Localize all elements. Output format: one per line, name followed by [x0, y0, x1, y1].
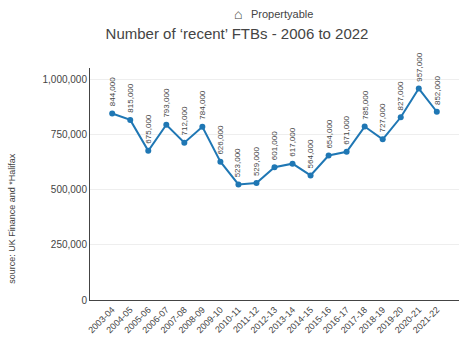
svg-text:source: UK Finance and *Halifa: source: UK Finance and *Halifax — [7, 153, 17, 284]
svg-text:750,000: 750,000 — [51, 129, 88, 140]
svg-text:852,000: 852,000 — [433, 76, 442, 105]
svg-text:957,000: 957,000 — [415, 52, 424, 81]
svg-text:2012-13: 2012-13 — [249, 305, 279, 335]
svg-text:2009-10: 2009-10 — [195, 305, 225, 335]
svg-text:500,000: 500,000 — [51, 184, 88, 195]
svg-text:793,000: 793,000 — [162, 88, 171, 117]
svg-text:2017-18: 2017-18 — [339, 305, 369, 335]
svg-text:Number of ‘recent’ FTBs - 2006: Number of ‘recent’ FTBs - 2006 to 2022 — [106, 25, 369, 42]
svg-text:2014-15: 2014-15 — [285, 305, 315, 335]
svg-text:712,000: 712,000 — [180, 106, 189, 135]
svg-text:844,000: 844,000 — [108, 77, 117, 106]
svg-text:654,000: 654,000 — [325, 119, 334, 148]
svg-text:2005-06: 2005-06 — [122, 305, 152, 335]
svg-text:815,000: 815,000 — [126, 83, 135, 112]
svg-text:784,000: 784,000 — [198, 90, 207, 119]
svg-text:2007-08: 2007-08 — [158, 305, 188, 335]
svg-text:2010-11: 2010-11 — [213, 305, 243, 335]
svg-text:250,000: 250,000 — [51, 239, 88, 250]
svg-text:675,000: 675,000 — [144, 114, 153, 143]
svg-text:2013-14: 2013-14 — [267, 305, 297, 335]
svg-text:617,000: 617,000 — [288, 127, 297, 156]
svg-text:2019-20: 2019-20 — [375, 305, 405, 335]
svg-text:2004-05: 2004-05 — [104, 305, 134, 335]
svg-text:2015-16: 2015-16 — [303, 305, 333, 335]
svg-text:601,000: 601,000 — [270, 131, 279, 160]
svg-text:529,000: 529,000 — [252, 147, 261, 176]
svg-text:0: 0 — [81, 295, 87, 306]
svg-text:2016-17: 2016-17 — [321, 305, 351, 335]
svg-text:2003-04: 2003-04 — [86, 305, 116, 335]
svg-text:⌂: ⌂ — [234, 6, 242, 22]
svg-text:2018-19: 2018-19 — [357, 305, 387, 335]
svg-text:2006-07: 2006-07 — [140, 305, 170, 335]
svg-text:2008-09: 2008-09 — [177, 305, 207, 335]
svg-text:2021-22: 2021-22 — [411, 305, 441, 335]
svg-text:564,000: 564,000 — [306, 139, 315, 168]
svg-text:827,000: 827,000 — [396, 81, 405, 110]
svg-text:785,000: 785,000 — [361, 90, 370, 119]
svg-text:671,000: 671,000 — [342, 115, 351, 144]
svg-text:Propertyable: Propertyable — [251, 8, 313, 20]
svg-text:1,000,000: 1,000,000 — [43, 74, 88, 85]
svg-text:626,000: 626,000 — [216, 125, 225, 154]
svg-text:523,000: 523,000 — [233, 148, 242, 177]
svg-text:2011-12: 2011-12 — [231, 305, 261, 335]
svg-text:727,000: 727,000 — [378, 103, 387, 132]
svg-text:2020-21: 2020-21 — [393, 305, 423, 335]
